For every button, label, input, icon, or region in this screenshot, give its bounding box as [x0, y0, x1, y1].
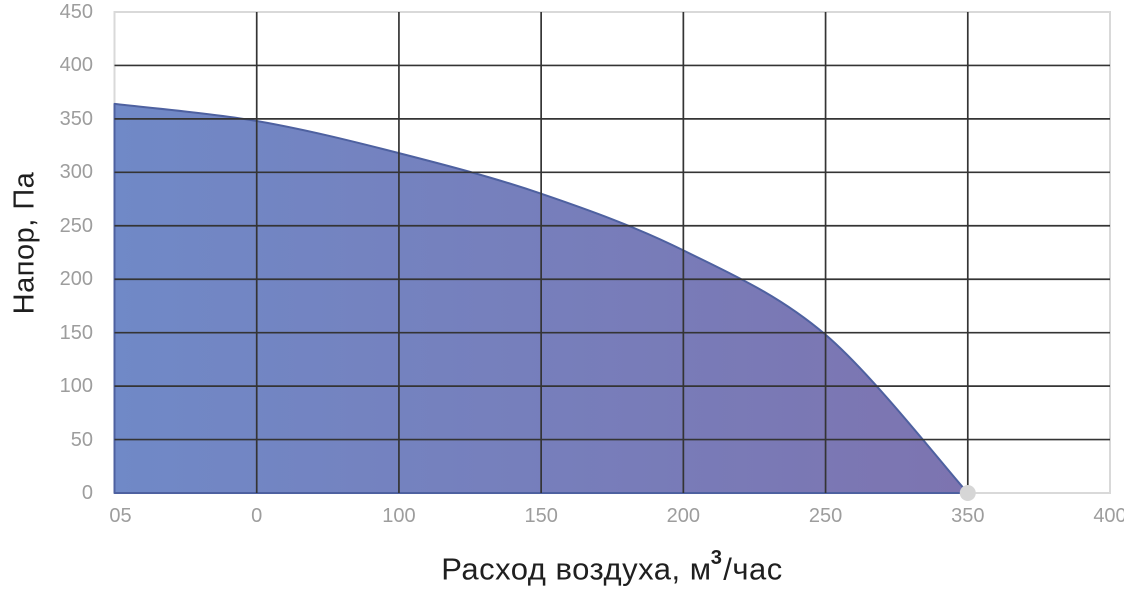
- y-tick-label: 50: [70, 428, 93, 451]
- x-tick-label: 200: [666, 505, 701, 527]
- x-tick-label: 0: [251, 505, 263, 527]
- y-tick-label: 100: [59, 375, 93, 398]
- y-tick-label: 200: [59, 268, 93, 291]
- gridlines: [114, 12, 1110, 493]
- x-axis-title-text: Расход воздуха, м: [441, 551, 712, 587]
- x-tick-label: 350: [951, 505, 985, 527]
- y-tick-label: 250: [59, 214, 93, 237]
- x-tick-label: 05: [109, 505, 132, 527]
- x-axis-title: Расход воздуха, м3/час: [441, 547, 783, 587]
- y-tick-label: 450: [59, 1, 93, 23]
- x-tick-label: 250: [808, 505, 843, 527]
- curve-end-marker: [959, 485, 976, 501]
- y-tick-label: 300: [59, 161, 93, 184]
- x-tick-label: 150: [524, 505, 558, 527]
- y-axis-title: Напор, Па: [8, 171, 41, 315]
- y-tick-label: 350: [59, 107, 93, 130]
- x-tick-label: 100: [382, 505, 416, 527]
- y-tick-label: 0: [81, 482, 93, 504]
- x-tick-label: 400: [1093, 505, 1124, 527]
- y-tick-label: 400: [59, 54, 93, 77]
- y-tick-label: 150: [59, 321, 93, 344]
- x-axis-title-unit: /час: [723, 551, 783, 587]
- x-axis-title-superscript: 3: [710, 547, 723, 570]
